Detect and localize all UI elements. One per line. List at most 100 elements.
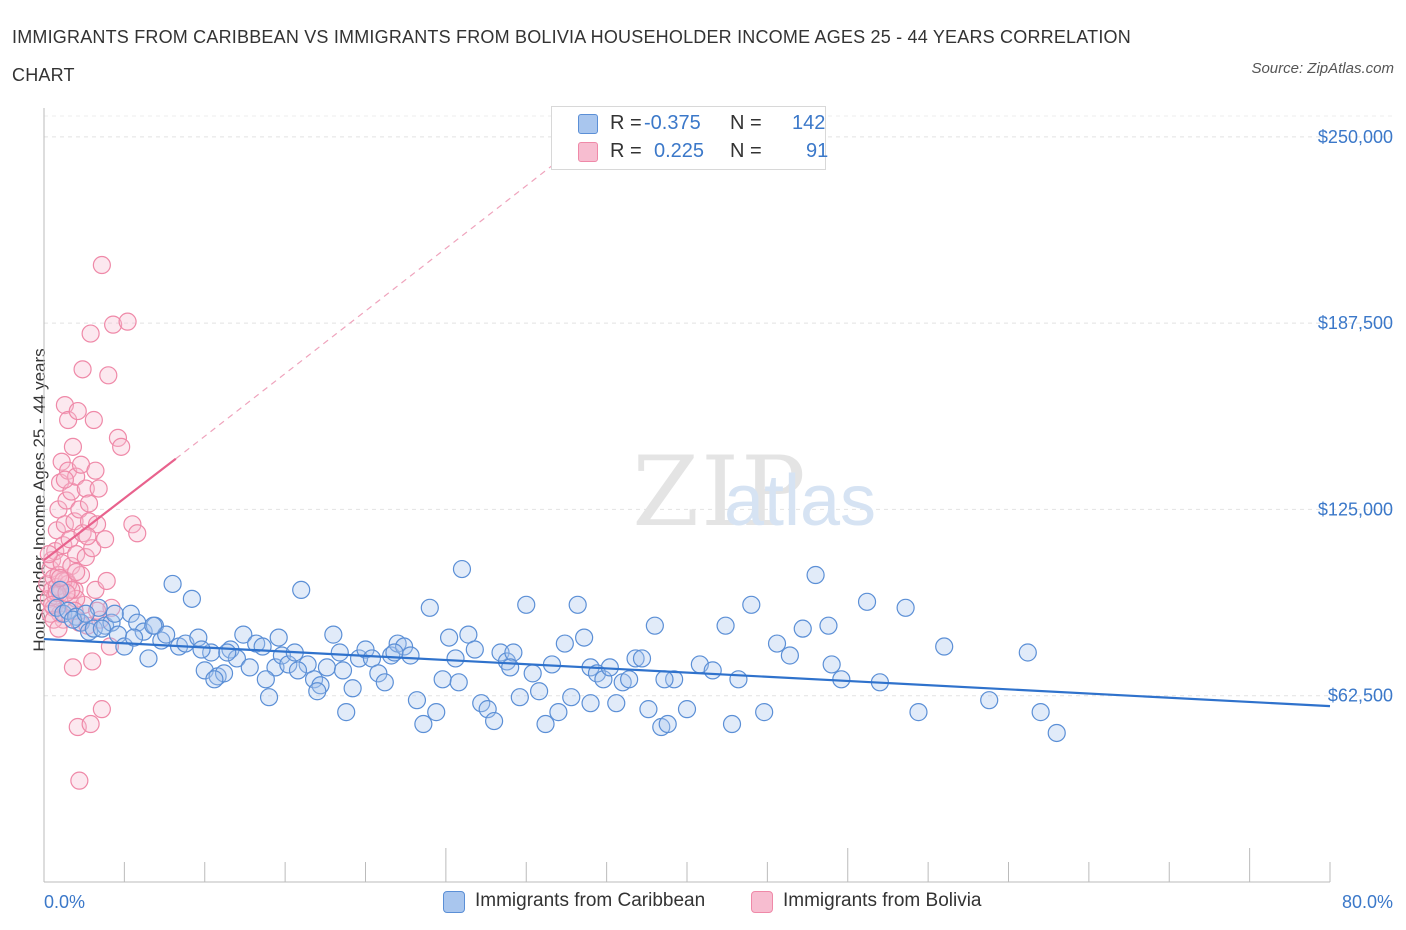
point-caribbean <box>449 673 468 692</box>
point-caribbean <box>50 580 70 600</box>
point-caribbean <box>639 700 658 719</box>
point-caribbean <box>259 688 279 707</box>
point-caribbean <box>575 628 594 647</box>
point-caribbean <box>665 670 684 689</box>
point-caribbean <box>288 661 308 680</box>
legend-r-label: R = <box>610 112 642 134</box>
point-bolivia <box>39 545 58 564</box>
point-caribbean <box>1018 643 1037 662</box>
point-bolivia <box>70 771 89 790</box>
point-caribbean <box>333 661 353 680</box>
point-caribbean <box>401 646 420 665</box>
series-caribbean <box>47 559 1066 743</box>
trend-line-bolivia <box>43 457 177 561</box>
point-bolivia <box>84 410 103 430</box>
point-caribbean <box>124 628 144 647</box>
legend-r-label: R = <box>610 140 642 162</box>
point-caribbean <box>92 619 111 638</box>
point-caribbean <box>510 688 529 707</box>
point-bolivia <box>76 548 95 567</box>
point-caribbean <box>452 559 472 579</box>
point-caribbean <box>157 625 176 644</box>
point-caribbean <box>755 703 774 722</box>
point-caribbean <box>562 688 581 707</box>
point-caribbean <box>645 616 664 635</box>
legend-r-value: 0.225 <box>654 140 705 162</box>
point-caribbean <box>407 691 427 710</box>
point-caribbean <box>121 604 140 623</box>
point-caribbean <box>317 658 337 677</box>
point-caribbean <box>703 661 722 680</box>
point-bolivia <box>83 539 102 558</box>
point-caribbean <box>420 598 439 617</box>
point-caribbean <box>269 628 288 647</box>
point-caribbean <box>722 714 742 734</box>
bottom-legend-swatch <box>443 891 465 913</box>
point-bolivia <box>57 491 76 510</box>
point-caribbean <box>105 604 124 623</box>
legend-swatch-caribbean <box>578 114 598 134</box>
point-caribbean <box>330 643 349 662</box>
point-caribbean <box>343 679 362 698</box>
point-caribbean <box>134 622 153 641</box>
y-tick-label: $62,500 <box>1328 686 1393 706</box>
point-caribbean <box>822 655 841 674</box>
point-caribbean <box>857 592 877 611</box>
point-caribbean <box>182 589 201 608</box>
trend-line-bolivia-extension <box>175 160 559 460</box>
point-caribbean <box>581 694 600 713</box>
point-bolivia <box>104 315 123 334</box>
point-bolivia <box>97 571 116 591</box>
point-caribbean <box>909 703 928 722</box>
stats-legend: R = -0.375 N = 142 R = 0.225 N = 91 <box>551 106 828 170</box>
point-caribbean <box>465 640 484 659</box>
point-caribbean <box>414 714 433 734</box>
point-caribbean <box>1031 703 1050 722</box>
point-caribbean <box>253 637 272 656</box>
point-caribbean <box>658 714 677 734</box>
point-caribbean <box>76 604 95 623</box>
point-caribbean <box>485 711 504 731</box>
y-tick-label: $125,000 <box>1318 499 1393 519</box>
point-caribbean <box>394 637 414 656</box>
point-caribbean <box>163 574 182 594</box>
point-caribbean <box>369 664 388 683</box>
point-caribbean <box>256 670 275 689</box>
point-caribbean <box>439 628 459 647</box>
point-bolivia <box>52 452 71 471</box>
point-bolivia <box>92 700 111 719</box>
point-caribbean <box>337 703 356 722</box>
point-caribbean <box>780 646 799 665</box>
point-bolivia <box>112 437 131 456</box>
point-bolivia <box>118 312 137 331</box>
point-bolivia <box>68 401 87 421</box>
point-bolivia <box>63 658 83 677</box>
point-caribbean <box>205 670 224 689</box>
x-tick-max: 80.0% <box>1342 892 1393 912</box>
point-caribbean <box>607 694 626 713</box>
point-caribbean <box>491 643 510 662</box>
point-bolivia <box>83 652 102 671</box>
point-caribbean <box>729 670 748 689</box>
point-caribbean <box>555 634 574 653</box>
point-caribbean <box>632 649 652 668</box>
point-caribbean <box>356 640 375 659</box>
point-caribbean <box>192 640 211 659</box>
y-tick-labels: $250,000 $187,500 $125,000 $62,500 <box>1318 127 1393 706</box>
point-bolivia <box>95 530 115 549</box>
point-bolivia <box>55 470 74 489</box>
point-bolivia <box>87 601 107 620</box>
watermark-atlas: atlas <box>724 461 876 541</box>
point-caribbean <box>139 649 158 668</box>
point-caribbean <box>896 598 915 617</box>
y-tick-label: $187,500 <box>1318 313 1393 333</box>
chart-title: IMMIGRANTS FROM CARIBBEAN VS IMMIGRANTS … <box>12 27 1131 85</box>
point-caribbean <box>716 616 735 635</box>
bottom-legend-label: Immigrants from Caribbean <box>475 890 706 911</box>
point-caribbean <box>819 616 838 635</box>
legend-r-value: -0.375 <box>644 112 701 134</box>
point-bolivia <box>89 479 108 498</box>
point-bolivia <box>81 714 100 734</box>
point-caribbean <box>144 616 163 635</box>
